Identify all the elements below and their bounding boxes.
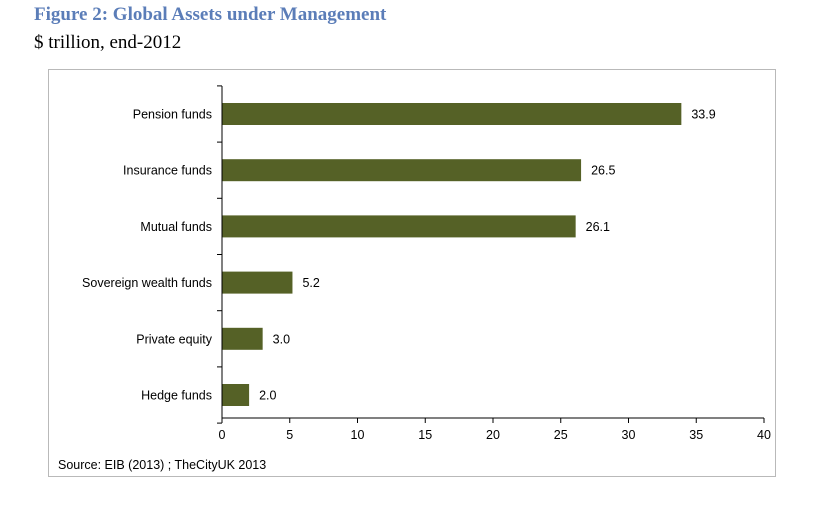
bar xyxy=(222,271,293,294)
value-label: 26.5 xyxy=(591,164,615,178)
bar xyxy=(222,159,582,182)
category-label: Private equity xyxy=(136,332,212,346)
x-tick-label: 30 xyxy=(622,428,636,442)
x-tick-label: 10 xyxy=(351,428,365,442)
value-label: 33.9 xyxy=(691,108,715,122)
category-label: Insurance funds xyxy=(123,164,212,178)
category-label: Hedge funds xyxy=(141,389,212,403)
x-tick-label: 0 xyxy=(219,428,226,442)
figure-subtitle: $ trillion, end-2012 xyxy=(34,32,182,53)
x-tick-label: 20 xyxy=(486,428,500,442)
category-label: Mutual funds xyxy=(140,220,212,234)
figure-title: Figure 2: Global Assets under Management xyxy=(34,4,387,25)
source-note: Source: EIB (2013) ; TheCityUK 2013 xyxy=(58,458,266,472)
x-tick-label: 25 xyxy=(554,428,568,442)
bar xyxy=(222,215,576,238)
value-label: 5.2 xyxy=(302,276,319,290)
value-label: 26.1 xyxy=(586,220,610,234)
category-label: Pension funds xyxy=(133,108,212,122)
value-label: 2.0 xyxy=(259,389,276,403)
value-label: 3.0 xyxy=(273,332,290,346)
chart-frame xyxy=(48,69,776,477)
category-label: Sovereign wealth funds xyxy=(82,276,212,290)
bar xyxy=(222,384,250,406)
x-tick-label: 40 xyxy=(757,428,771,442)
x-tick-label: 15 xyxy=(418,428,432,442)
bar xyxy=(222,103,682,125)
x-tick-label: 35 xyxy=(689,428,703,442)
bar xyxy=(222,327,263,350)
x-tick-label: 5 xyxy=(286,428,293,442)
